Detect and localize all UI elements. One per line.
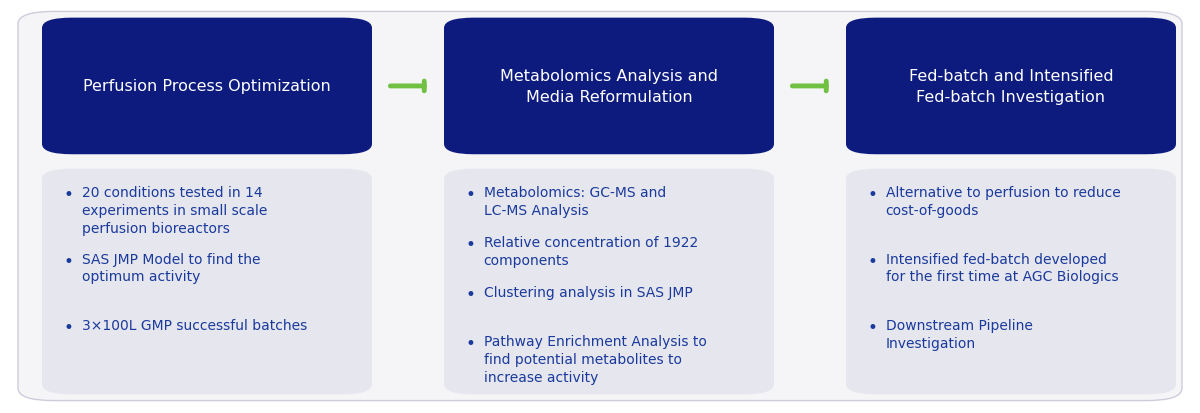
Text: •: • (868, 186, 877, 204)
Text: •: • (868, 318, 877, 336)
Text: •: • (466, 285, 475, 303)
Text: Pathway Enrichment Analysis to
find potential metabolites to
increase activity: Pathway Enrichment Analysis to find pote… (484, 335, 707, 384)
FancyBboxPatch shape (846, 19, 1176, 155)
Text: Metabolomics Analysis and
Media Reformulation: Metabolomics Analysis and Media Reformul… (500, 69, 718, 104)
Text: •: • (64, 318, 73, 336)
FancyBboxPatch shape (42, 19, 372, 155)
Text: Fed-batch and Intensified
Fed-batch Investigation: Fed-batch and Intensified Fed-batch Inve… (908, 69, 1114, 104)
Text: 20 conditions tested in 14
experiments in small scale
perfusion bioreactors: 20 conditions tested in 14 experiments i… (82, 186, 266, 235)
Text: Alternative to perfusion to reduce
cost-of-goods: Alternative to perfusion to reduce cost-… (886, 186, 1121, 218)
FancyBboxPatch shape (846, 169, 1176, 394)
Text: •: • (466, 186, 475, 204)
Text: Metabolomics: GC-MS and
LC-MS Analysis: Metabolomics: GC-MS and LC-MS Analysis (484, 186, 666, 218)
Text: Perfusion Process Optimization: Perfusion Process Optimization (83, 79, 331, 94)
FancyBboxPatch shape (444, 169, 774, 394)
Text: SAS JMP Model to find the
optimum activity: SAS JMP Model to find the optimum activi… (82, 252, 260, 284)
Text: •: • (466, 335, 475, 352)
Text: Clustering analysis in SAS JMP: Clustering analysis in SAS JMP (484, 285, 692, 299)
Text: •: • (868, 252, 877, 270)
Text: •: • (466, 235, 475, 253)
FancyBboxPatch shape (42, 169, 372, 394)
FancyBboxPatch shape (444, 19, 774, 155)
Text: Intensified fed-batch developed
for the first time at AGC Biologics: Intensified fed-batch developed for the … (886, 252, 1118, 284)
Text: 3×100L GMP successful batches: 3×100L GMP successful batches (82, 318, 307, 332)
Text: Relative concentration of 1922
components: Relative concentration of 1922 component… (484, 235, 698, 267)
Text: •: • (64, 252, 73, 270)
Text: Downstream Pipeline
Investigation: Downstream Pipeline Investigation (886, 318, 1032, 350)
FancyBboxPatch shape (18, 12, 1182, 401)
Text: •: • (64, 186, 73, 204)
